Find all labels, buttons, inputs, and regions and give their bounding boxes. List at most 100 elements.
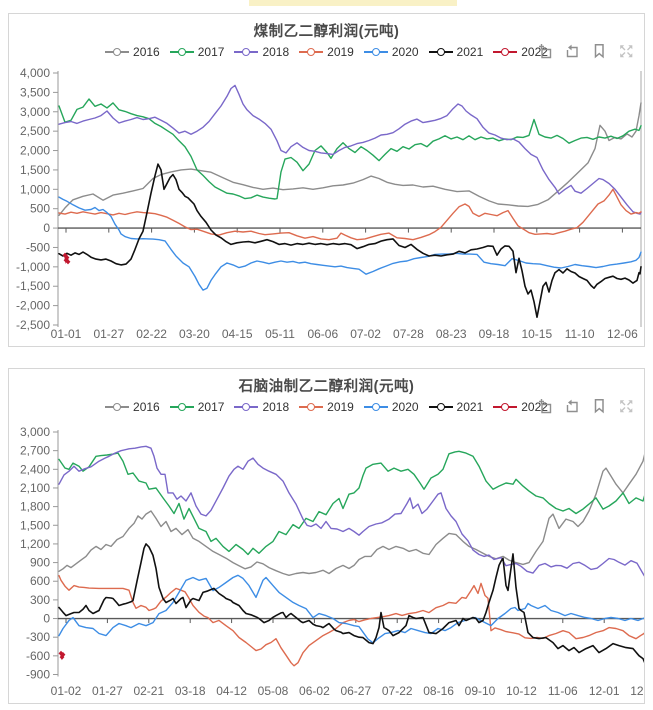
legend-label: 2017 — [197, 45, 225, 59]
legend-item-2019[interactable]: 2019 — [299, 45, 354, 59]
series-line-2019 — [58, 188, 642, 241]
x-axis-label: 10-12 — [506, 684, 537, 698]
x-axis-label: 01-01 — [51, 327, 82, 341]
plot-canvas[interactable]: 3,000 2,700 2,400 2,100 1,800 1,500 1,200 900 60… — [9, 369, 644, 701]
x-axis-label: 01-02 — [51, 684, 82, 698]
legend-label: 2016 — [133, 45, 160, 59]
legend-item-2018[interactable]: 2018 — [234, 400, 289, 414]
data-zoom-icon[interactable] — [536, 42, 554, 60]
x-axis-label: 04-15 — [222, 327, 253, 341]
y-axis-label: -300 — [26, 630, 50, 644]
legend-label: 2020 — [391, 400, 419, 414]
legend-line-icon — [105, 47, 130, 56]
x-axis-label: 03-20 — [179, 327, 210, 341]
series-line-2020 — [58, 574, 644, 644]
legend: 2016 2017 2018 2019 2020 2021 2022 — [9, 45, 644, 59]
y-axis-label: 2,500 — [20, 124, 50, 138]
legend-line-icon — [493, 47, 518, 56]
y-axis-label: 1,800 — [20, 500, 50, 514]
x-axis-label: 02-22 — [136, 327, 167, 341]
series-line-2020 — [58, 196, 642, 291]
series-line-2017 — [58, 450, 644, 556]
save-image-icon[interactable] — [590, 397, 608, 415]
x-axis-label: 03-18 — [175, 684, 206, 698]
series-line-2016 — [58, 102, 642, 217]
y-axis-label: 1,500 — [20, 163, 50, 177]
y-axis-label: 1,500 — [20, 518, 50, 532]
x-axis-label: 12-01 — [589, 684, 620, 698]
x-axis-label: 09-18 — [479, 327, 510, 341]
y-axis-label: -1,500 — [16, 279, 50, 293]
series-point-2022 — [65, 259, 71, 265]
legend-item-2016[interactable]: 2016 — [105, 45, 160, 59]
restore-icon[interactable] — [563, 42, 581, 60]
legend-item-2019[interactable]: 2019 — [299, 400, 354, 414]
series-line-2019 — [58, 574, 644, 667]
y-axis-label: 1,200 — [20, 537, 50, 551]
y-axis-label: -600 — [26, 649, 50, 663]
series-point-2022 — [58, 650, 64, 656]
toolbox — [536, 397, 635, 415]
legend-label: 2018 — [262, 400, 290, 414]
y-axis-label: 4,000 — [20, 66, 50, 80]
y-axis-label: 900 — [30, 556, 50, 570]
series-line-2021 — [58, 163, 642, 319]
x-axis-label: 07-22 — [382, 684, 413, 698]
x-axis-label: 10-15 — [521, 327, 552, 341]
x-axis-label: 02-21 — [133, 684, 164, 698]
legend-line-icon — [363, 47, 388, 56]
legend-line-icon — [493, 402, 518, 411]
y-axis-label: 2,400 — [20, 462, 50, 476]
plot-canvas[interactable]: 4,000 3,500 3,000 2,500 2,000 1,500 1,000 500 0 -… — [9, 14, 644, 344]
y-axis-label: 600 — [30, 574, 50, 588]
x-axis-label: 11-10 — [565, 327, 595, 341]
x-axis-label: 06-27 — [340, 684, 371, 698]
legend-line-icon — [299, 47, 324, 56]
legend-item-2016[interactable]: 2016 — [105, 400, 160, 414]
fullscreen-icon[interactable] — [617, 397, 635, 415]
x-axis-label: 08-16 — [423, 684, 454, 698]
legend-label: 2020 — [391, 45, 419, 59]
chart-title: 石脑油制乙二醇利润(元吨) — [238, 379, 415, 395]
coal-eg-profit-chart: 煤制乙二醇利润(元吨) 2016 2017 2018 2019 2020 2021 2022… — [8, 13, 645, 347]
x-axis-label: 07-28 — [393, 327, 424, 341]
legend-item-2020[interactable]: 2020 — [363, 45, 419, 59]
legend-item-2017[interactable]: 2017 — [169, 45, 225, 59]
restore-icon[interactable] — [563, 397, 581, 415]
series-line-2018 — [58, 84, 642, 215]
x-axis-label: 11-06 — [548, 684, 578, 698]
y-axis-label: 0 — [43, 612, 50, 626]
x-axis-label: 01-27 — [92, 684, 123, 698]
fullscreen-icon[interactable] — [617, 42, 635, 60]
chart-title: 煤制乙二醇利润(元吨) — [253, 24, 400, 40]
legend-label: 2018 — [262, 45, 290, 59]
series-line-2016 — [58, 454, 644, 577]
save-image-icon[interactable] — [590, 42, 608, 60]
legend-item-2017[interactable]: 2017 — [169, 400, 224, 414]
y-axis-label: 3,000 — [20, 425, 50, 439]
y-axis-label: -900 — [26, 668, 50, 682]
legend-line-icon — [299, 402, 324, 411]
x-axis-label: 06-02 — [299, 684, 330, 698]
data-zoom-icon[interactable] — [536, 397, 554, 415]
x-axis-label: 08-23 — [436, 327, 467, 341]
series-line-2017 — [58, 98, 642, 200]
x-axis-label: 12-06 — [607, 327, 638, 341]
legend-line-icon — [169, 402, 194, 411]
legend-item-2021[interactable]: 2021 — [428, 45, 484, 59]
series-line-2021 — [58, 543, 644, 664]
y-axis-label: 2,700 — [20, 444, 50, 458]
series-line-2018 — [58, 445, 644, 577]
x-axis-label: 05-11 — [265, 327, 295, 341]
legend-line-icon — [169, 47, 194, 56]
toolbox — [536, 42, 635, 60]
legend-item-2021[interactable]: 2021 — [428, 400, 483, 414]
legend-line-icon — [234, 47, 259, 56]
y-axis-label: 0 — [43, 221, 50, 235]
y-axis-label: -2,000 — [16, 299, 50, 313]
legend-label: 2021 — [456, 45, 484, 59]
legend-item-2020[interactable]: 2020 — [363, 400, 419, 414]
x-axis-label: 05-08 — [258, 684, 289, 698]
legend-line-icon — [363, 402, 388, 411]
legend-item-2018[interactable]: 2018 — [234, 45, 289, 59]
